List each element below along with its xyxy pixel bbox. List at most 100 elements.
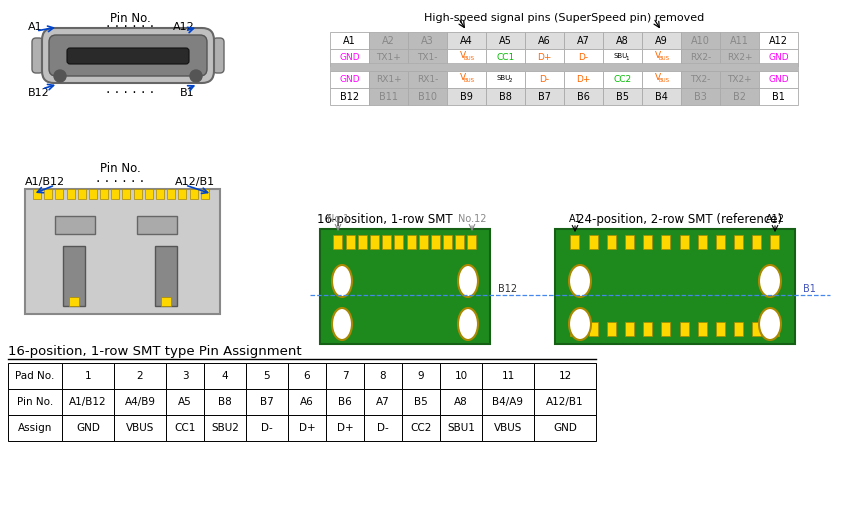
Text: RX2+: RX2+ xyxy=(727,53,752,62)
FancyBboxPatch shape xyxy=(49,35,207,76)
FancyBboxPatch shape xyxy=(589,235,597,249)
FancyBboxPatch shape xyxy=(42,28,214,83)
FancyBboxPatch shape xyxy=(603,49,642,66)
FancyBboxPatch shape xyxy=(759,88,798,105)
FancyBboxPatch shape xyxy=(440,363,482,389)
FancyBboxPatch shape xyxy=(122,189,130,199)
Text: BUS: BUS xyxy=(464,57,475,61)
FancyBboxPatch shape xyxy=(364,415,402,441)
Text: No.1: No.1 xyxy=(327,214,349,224)
FancyBboxPatch shape xyxy=(364,389,402,415)
FancyBboxPatch shape xyxy=(330,88,369,105)
Text: A1: A1 xyxy=(343,35,356,45)
FancyBboxPatch shape xyxy=(408,88,447,105)
FancyBboxPatch shape xyxy=(770,322,780,336)
FancyBboxPatch shape xyxy=(166,415,204,441)
FancyBboxPatch shape xyxy=(447,71,486,88)
FancyBboxPatch shape xyxy=(56,189,63,199)
FancyBboxPatch shape xyxy=(78,189,86,199)
Text: 11: 11 xyxy=(502,371,514,381)
Text: TX1-: TX1- xyxy=(417,53,437,62)
FancyBboxPatch shape xyxy=(330,32,369,49)
Text: BUS: BUS xyxy=(659,57,670,61)
FancyBboxPatch shape xyxy=(408,32,447,49)
Text: B9: B9 xyxy=(460,92,473,102)
FancyBboxPatch shape xyxy=(63,246,85,306)
Text: B1: B1 xyxy=(772,92,785,102)
FancyBboxPatch shape xyxy=(346,235,354,249)
FancyBboxPatch shape xyxy=(431,235,440,249)
FancyBboxPatch shape xyxy=(681,88,720,105)
FancyBboxPatch shape xyxy=(288,415,326,441)
Text: 12: 12 xyxy=(558,371,572,381)
FancyBboxPatch shape xyxy=(482,415,534,441)
FancyBboxPatch shape xyxy=(482,389,534,415)
FancyBboxPatch shape xyxy=(734,235,743,249)
FancyBboxPatch shape xyxy=(681,71,720,88)
Text: 3: 3 xyxy=(181,371,188,381)
FancyBboxPatch shape xyxy=(69,297,79,306)
Text: A5: A5 xyxy=(499,35,512,45)
FancyBboxPatch shape xyxy=(486,32,525,49)
FancyBboxPatch shape xyxy=(564,88,603,105)
Text: BUS: BUS xyxy=(659,78,670,84)
FancyBboxPatch shape xyxy=(681,32,720,49)
FancyBboxPatch shape xyxy=(204,415,246,441)
FancyBboxPatch shape xyxy=(166,363,204,389)
Text: 10: 10 xyxy=(455,371,467,381)
Text: V: V xyxy=(655,51,661,60)
FancyBboxPatch shape xyxy=(486,88,525,105)
Text: RX1-: RX1- xyxy=(417,75,438,84)
Text: D+: D+ xyxy=(538,53,551,62)
Text: B1: B1 xyxy=(181,88,195,98)
FancyBboxPatch shape xyxy=(407,235,416,249)
FancyBboxPatch shape xyxy=(62,389,114,415)
FancyBboxPatch shape xyxy=(288,389,326,415)
FancyBboxPatch shape xyxy=(8,389,62,415)
Text: CC2: CC2 xyxy=(614,75,632,84)
FancyBboxPatch shape xyxy=(564,49,603,66)
FancyBboxPatch shape xyxy=(62,415,114,441)
Text: B6: B6 xyxy=(338,397,352,407)
FancyBboxPatch shape xyxy=(326,415,364,441)
Text: A12: A12 xyxy=(173,22,195,32)
FancyBboxPatch shape xyxy=(720,88,759,105)
Text: A12/B1: A12/B1 xyxy=(175,177,215,187)
Text: A5: A5 xyxy=(178,397,192,407)
FancyBboxPatch shape xyxy=(716,322,725,336)
FancyBboxPatch shape xyxy=(395,235,403,249)
Text: 4: 4 xyxy=(222,371,229,381)
Text: GND: GND xyxy=(76,423,100,433)
Text: B12: B12 xyxy=(340,92,359,102)
FancyBboxPatch shape xyxy=(62,363,114,389)
FancyBboxPatch shape xyxy=(534,389,596,415)
FancyBboxPatch shape xyxy=(570,322,580,336)
FancyBboxPatch shape xyxy=(759,49,798,66)
FancyBboxPatch shape xyxy=(570,235,580,249)
FancyBboxPatch shape xyxy=(643,235,652,249)
FancyBboxPatch shape xyxy=(33,189,41,199)
FancyBboxPatch shape xyxy=(525,32,564,49)
FancyBboxPatch shape xyxy=(114,415,166,441)
Text: A12: A12 xyxy=(769,35,788,45)
FancyBboxPatch shape xyxy=(8,415,62,441)
Text: B3: B3 xyxy=(694,92,707,102)
Text: V: V xyxy=(460,51,466,60)
FancyBboxPatch shape xyxy=(330,49,369,66)
FancyBboxPatch shape xyxy=(364,363,402,389)
FancyBboxPatch shape xyxy=(408,71,447,88)
Text: A8: A8 xyxy=(455,397,468,407)
Text: D-: D- xyxy=(539,75,550,84)
FancyBboxPatch shape xyxy=(698,322,707,336)
Text: GND: GND xyxy=(339,53,360,62)
FancyBboxPatch shape xyxy=(564,71,603,88)
FancyBboxPatch shape xyxy=(408,49,447,66)
Text: A3: A3 xyxy=(421,35,434,45)
FancyBboxPatch shape xyxy=(680,322,688,336)
Ellipse shape xyxy=(458,308,478,340)
Text: GND: GND xyxy=(768,75,789,84)
FancyBboxPatch shape xyxy=(369,71,408,88)
FancyBboxPatch shape xyxy=(246,389,288,415)
FancyBboxPatch shape xyxy=(716,235,725,249)
Text: RX1+: RX1+ xyxy=(376,75,401,84)
